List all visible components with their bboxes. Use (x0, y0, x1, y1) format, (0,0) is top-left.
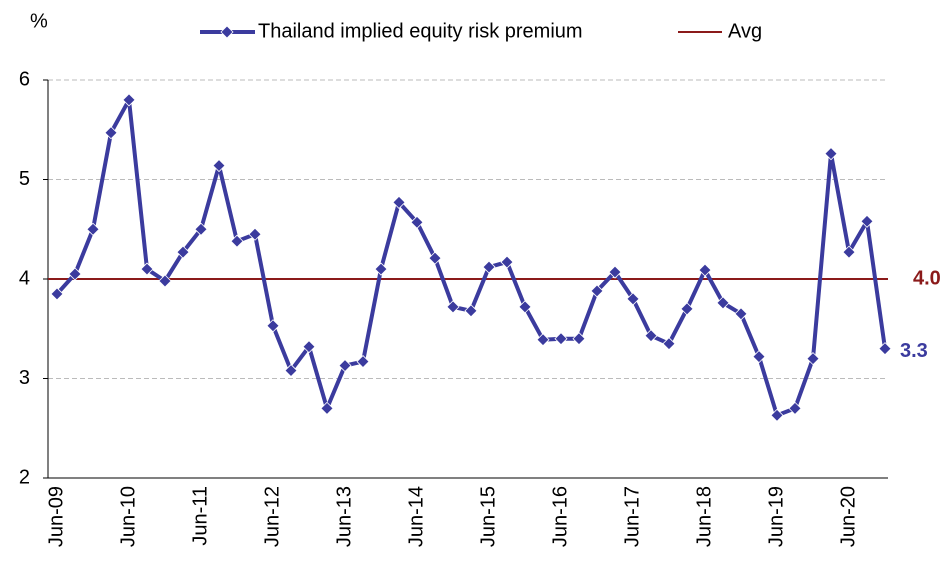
point (248, 227, 262, 241)
y-tick-label: 3 (19, 367, 30, 389)
legend-label: Thailand implied equity risk premium (258, 20, 583, 42)
point (680, 302, 694, 316)
point (464, 304, 478, 318)
point (824, 147, 838, 161)
y-tick-label: 6 (19, 68, 30, 90)
x-tick-label: Jun-13 (333, 486, 355, 547)
point (392, 195, 406, 209)
point (500, 255, 514, 269)
point (104, 126, 118, 140)
x-tick-label: Jun-10 (117, 486, 139, 547)
point (572, 332, 586, 346)
point (374, 262, 388, 276)
average-label: 4.0 (913, 267, 941, 289)
point (122, 93, 136, 107)
point (212, 159, 226, 173)
point (158, 274, 172, 288)
point (302, 340, 316, 354)
end-label: 3.3 (900, 340, 928, 362)
x-tick-label: Jun-17 (621, 486, 643, 547)
point (518, 300, 532, 314)
point (194, 222, 208, 236)
point (230, 234, 244, 248)
point (734, 307, 748, 321)
point (356, 355, 370, 369)
x-tick-label: Jun-18 (693, 486, 715, 547)
point (482, 260, 496, 274)
x-tick-label: Jun-14 (405, 486, 427, 547)
legend-marker (220, 25, 234, 39)
y-axis-label: % (30, 10, 48, 32)
point (68, 267, 82, 281)
x-tick-label: Jun-11 (189, 486, 211, 546)
legend-label: Avg (728, 20, 762, 42)
point (716, 296, 730, 310)
point (536, 333, 550, 347)
series-line (55, 97, 887, 418)
point (428, 251, 442, 265)
point (554, 332, 568, 346)
x-tick-label: Jun-09 (45, 486, 67, 547)
point (806, 352, 820, 366)
point (608, 265, 622, 279)
point (644, 329, 658, 343)
x-tick-label: Jun-20 (837, 486, 859, 547)
x-tick-label: Jun-16 (549, 486, 571, 547)
point (662, 337, 676, 351)
y-tick-label: 5 (19, 168, 30, 190)
point (86, 222, 100, 236)
point (320, 401, 334, 415)
point (860, 214, 874, 228)
point (140, 262, 154, 276)
point (788, 401, 802, 415)
point (770, 408, 784, 422)
point (752, 350, 766, 364)
point (338, 358, 352, 373)
point (842, 245, 856, 259)
point (590, 284, 604, 298)
point (698, 263, 712, 277)
point (266, 319, 280, 333)
point (626, 292, 640, 306)
point (176, 245, 190, 259)
point (50, 287, 64, 301)
y-tick-label: 2 (19, 466, 30, 488)
x-tick-label: Jun-12 (261, 486, 283, 547)
y-tick-label: 4 (19, 267, 30, 289)
point (284, 363, 298, 378)
point (410, 215, 424, 229)
x-tick-label: Jun-15 (477, 486, 499, 547)
point (446, 300, 460, 314)
x-tick-label: Jun-19 (765, 486, 787, 547)
point (878, 342, 892, 356)
